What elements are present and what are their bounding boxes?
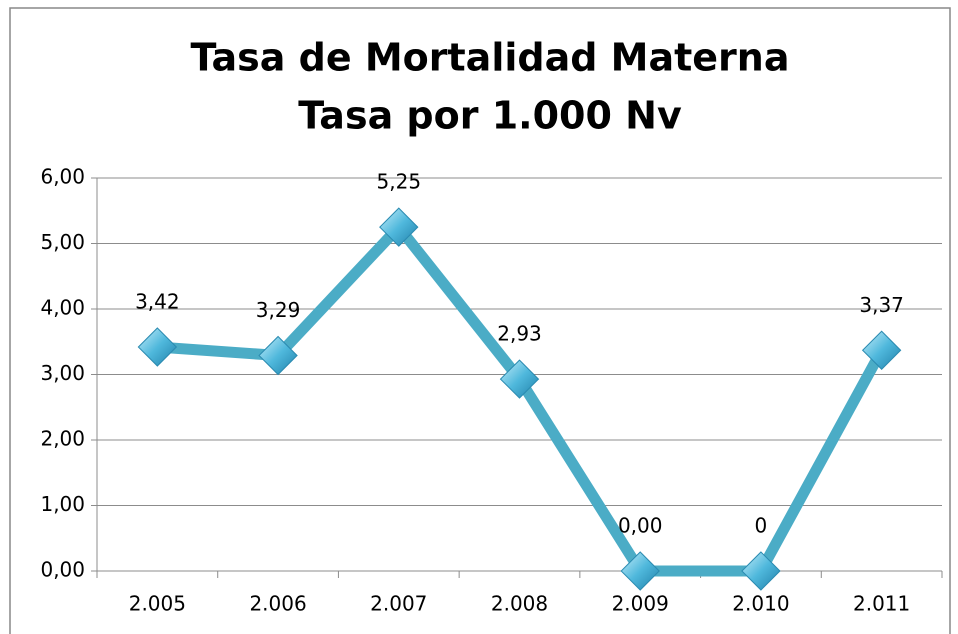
data-label: 0 [755, 514, 768, 538]
chart-title: Tasa de Mortalidad Materna [191, 36, 790, 80]
data-marker [741, 551, 781, 591]
data-marker [499, 359, 540, 399]
data-marker [379, 207, 419, 247]
data-marker [620, 551, 660, 591]
x-tick-label: 2.008 [491, 592, 548, 616]
y-tick-label: 2,00 [40, 427, 85, 451]
data-label: 5,25 [377, 170, 422, 194]
y-tick-label: 5,00 [40, 230, 85, 254]
data-label: 2,93 [497, 322, 542, 346]
x-tick-label: 2.006 [249, 592, 306, 616]
y-tick-label: 0,00 [40, 558, 85, 582]
x-tick-label: 2.011 [853, 592, 910, 616]
data-label: 3,37 [859, 293, 904, 317]
data-label: 3,29 [256, 298, 301, 322]
y-tick-label: 6,00 [40, 165, 85, 189]
x-tick-label: 2.005 [129, 592, 186, 616]
x-tick-label: 2.010 [732, 592, 789, 616]
x-tick-label: 2.007 [370, 592, 427, 616]
data-marker [861, 330, 902, 370]
y-tick-label: 3,00 [40, 361, 85, 385]
data-marker [258, 335, 298, 376]
data-label: 3,42 [135, 289, 180, 313]
data-marker [137, 327, 178, 367]
y-tick-label: 1,00 [40, 492, 85, 516]
chart-subtitle: Tasa por 1.000 Nv [298, 94, 682, 138]
data-label: 0,00 [618, 514, 663, 538]
x-tick-label: 2.009 [612, 592, 669, 616]
y-tick-label: 4,00 [40, 296, 85, 320]
